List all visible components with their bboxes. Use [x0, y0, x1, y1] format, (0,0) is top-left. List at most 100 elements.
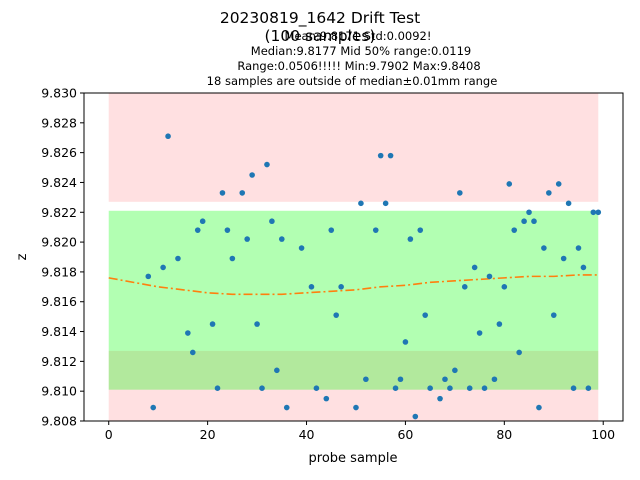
y-tick-label-9.830: 9.830 — [41, 86, 77, 101]
sample-point-45 — [427, 385, 433, 392]
y-axis: 9.808 9.810 9.812 9.814 9.816 9.818 9.820 9.822… — [41, 86, 84, 429]
sample-point-74 — [575, 245, 582, 251]
sample-point-31 — [353, 404, 359, 411]
sample-point-7 — [194, 227, 201, 233]
x-tick-label-40: 40 — [299, 427, 315, 442]
sample-point-51 — [461, 284, 468, 290]
sample-point-37 — [387, 152, 394, 159]
x-tick-label-100: 100 — [591, 427, 615, 442]
chart-title: 20230819_1642 Drift Test — [220, 9, 420, 28]
sample-point-49 — [452, 367, 458, 374]
sample-point-2 — [160, 264, 166, 271]
sample-point-12 — [224, 227, 231, 233]
x-tick-label-80: 80 — [496, 427, 512, 442]
sample-point-50 — [457, 190, 463, 196]
sample-point-21 — [274, 367, 280, 374]
plot-frame — [83, 92, 624, 422]
sample-point-35 — [377, 152, 384, 159]
y-tick-label-9.826: 9.826 — [41, 145, 77, 160]
sample-point-40 — [402, 339, 409, 345]
sample-point-13 — [229, 255, 236, 262]
sample-point-75 — [580, 264, 587, 271]
sample-point-47 — [442, 376, 448, 383]
sample-point-25 — [308, 284, 315, 290]
sample-point-33 — [363, 376, 369, 383]
sample-point-58 — [496, 321, 503, 327]
sample-point-9 — [209, 321, 216, 327]
sample-point-42 — [412, 413, 419, 420]
trend-line — [108, 274, 599, 296]
sample-point-32 — [358, 200, 364, 207]
sample-point-30 — [338, 284, 344, 290]
sample-point-27 — [323, 395, 330, 402]
y-tick-label-9.814: 9.814 — [41, 324, 77, 339]
stats-line-3: Range:0.0506!!!!! Min:9.7902 Max:9.8408 — [237, 59, 480, 73]
sample-point-63 — [521, 218, 527, 225]
y-tick-label-9.810: 9.810 — [41, 384, 77, 399]
sample-point-15 — [244, 236, 250, 242]
sample-point-18 — [259, 385, 265, 392]
trend-line-path — [108, 274, 599, 296]
sample-points — [145, 133, 602, 420]
chart-subtitle: (100 samples) — [264, 27, 375, 45]
band-outside-range-1 — [108, 350, 599, 421]
sample-point-70 — [555, 181, 562, 187]
sample-point-39 — [397, 376, 404, 383]
sample-point-67 — [541, 245, 547, 251]
sample-point-55 — [481, 385, 488, 392]
sample-point-48 — [447, 385, 453, 392]
band-median-range-2 — [108, 210, 599, 390]
y-tick-label-9.816: 9.816 — [41, 294, 77, 309]
sample-point-59 — [501, 284, 508, 290]
sample-point-65 — [531, 218, 537, 225]
sample-point-66 — [536, 404, 542, 411]
sample-point-3 — [165, 133, 171, 140]
sample-point-38 — [392, 385, 399, 392]
y-tick-label-9.828: 9.828 — [41, 115, 77, 130]
x-axis: 0 20 40 60 80 100 — [105, 421, 615, 442]
sample-point-17 — [254, 321, 260, 327]
sample-point-61 — [511, 227, 518, 233]
y-tick-label-9.822: 9.822 — [41, 205, 77, 220]
sample-point-68 — [546, 190, 552, 196]
sample-point-24 — [298, 245, 305, 251]
sample-point-23 — [283, 404, 290, 411]
sample-point-6 — [189, 349, 196, 356]
sample-point-19 — [264, 161, 270, 168]
y-tick-label-9.824: 9.824 — [41, 175, 77, 190]
x-tick-label-20: 20 — [200, 427, 216, 442]
x-tick-label-60: 60 — [397, 427, 413, 442]
sample-point-62 — [516, 349, 522, 356]
y-tick-label-9.812: 9.812 — [41, 354, 77, 369]
range-bands — [108, 93, 599, 421]
sample-point-46 — [437, 395, 443, 402]
sample-point-78 — [595, 209, 602, 216]
sample-point-28 — [328, 227, 335, 233]
stats-line-1: Mean:9.8171 Std:0.0092! — [285, 29, 432, 43]
plot-area — [83, 92, 624, 422]
sample-point-22 — [278, 236, 285, 242]
sample-point-60 — [506, 181, 513, 187]
y-axis-label: z — [15, 253, 30, 260]
x-tick-label-0: 0 — [105, 427, 113, 442]
sample-point-52 — [466, 385, 473, 392]
stats-line-4: 18 samples are outside of median±0.01mm … — [207, 74, 498, 88]
sample-point-8 — [199, 218, 206, 225]
sample-point-29 — [333, 312, 339, 318]
stats-line-2: Median:9.8177 Mid 50% range:0.0119 — [251, 44, 471, 58]
sample-point-11 — [219, 190, 226, 196]
sample-point-56 — [486, 273, 493, 280]
sample-point-5 — [185, 330, 191, 336]
sample-point-44 — [422, 312, 429, 318]
sample-point-10 — [214, 385, 221, 392]
y-tick-label-9.818: 9.818 — [41, 264, 77, 279]
sample-point-20 — [269, 218, 275, 225]
band-outside-range-0 — [108, 93, 599, 202]
sample-point-73 — [570, 385, 577, 392]
y-tick-label-9.808: 9.808 — [41, 414, 77, 429]
sample-point-71 — [560, 255, 567, 262]
sample-point-34 — [372, 227, 379, 233]
sample-point-64 — [526, 209, 532, 216]
sample-point-36 — [382, 200, 389, 207]
